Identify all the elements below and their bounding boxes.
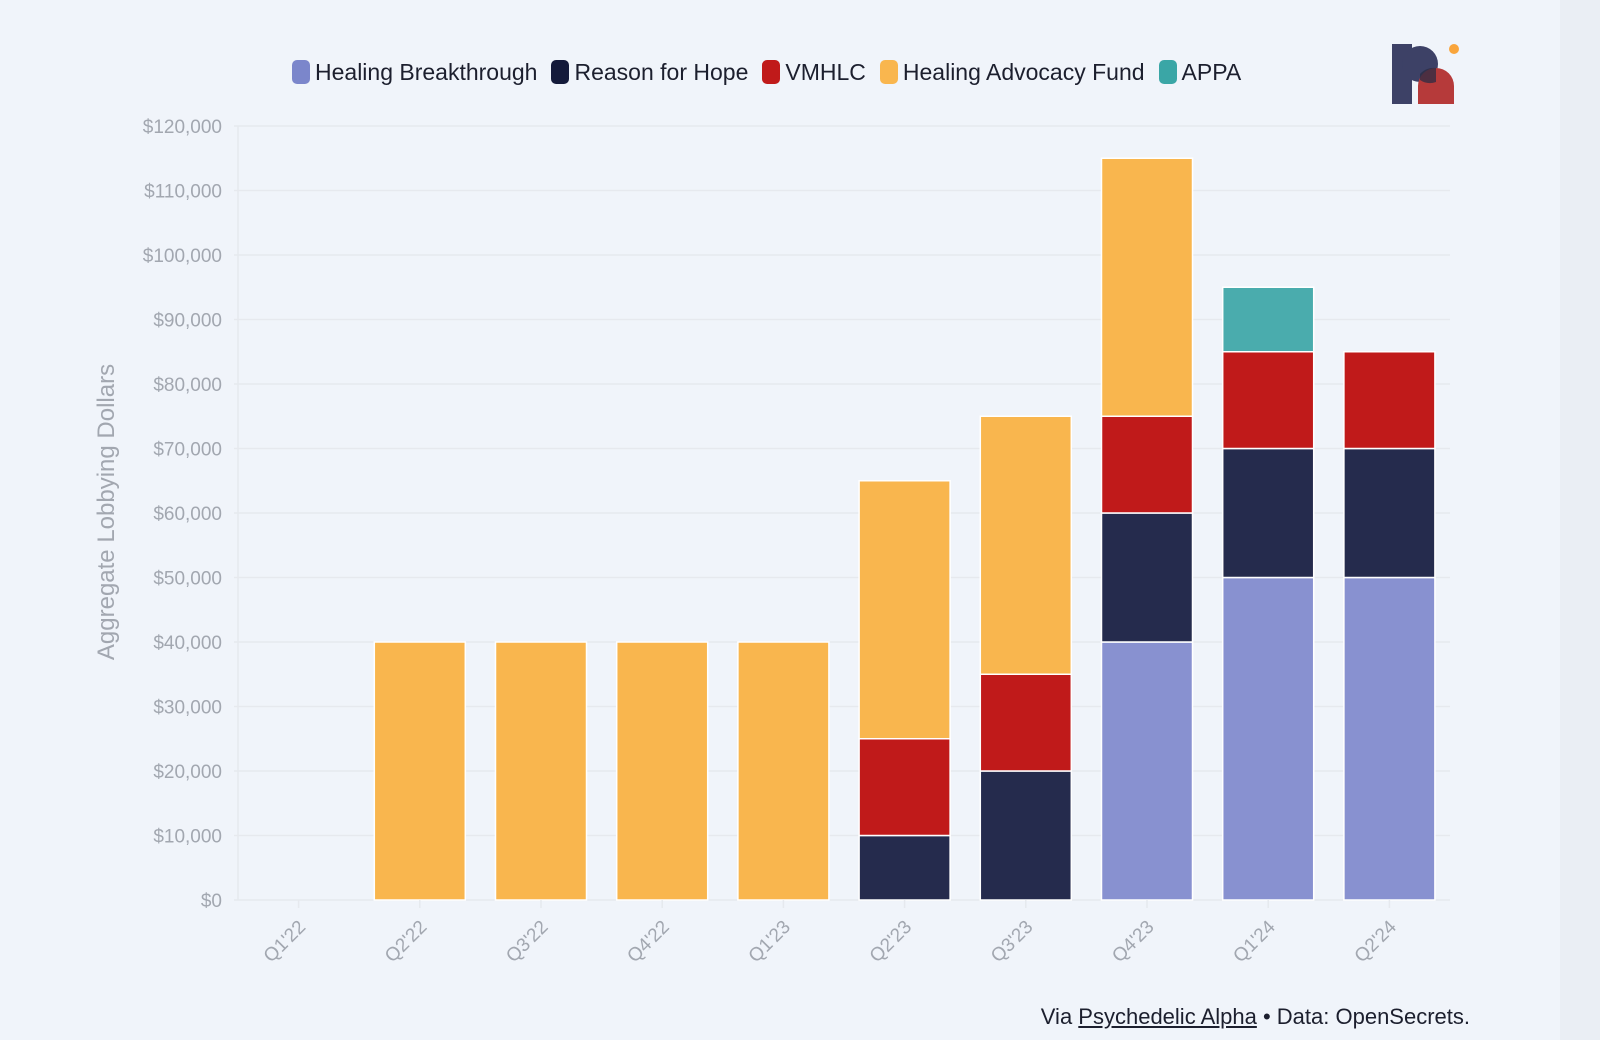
legend-item[interactable]: VMHLC — [762, 59, 866, 86]
bar-segment[interactable] — [1221, 286, 1315, 353]
bar-segment[interactable] — [494, 641, 588, 901]
legend-label: Healing Advocacy Fund — [902, 58, 1145, 85]
bar-segment[interactable] — [858, 834, 951, 901]
y-tick-label: $70,000 — [153, 440, 222, 461]
bar-segment[interactable] — [979, 415, 1073, 675]
bar-segment[interactable] — [1343, 576, 1436, 901]
bar-segment[interactable] — [373, 641, 467, 901]
bar-segment[interactable] — [1100, 415, 1194, 514]
y-tick-label: $90,000 — [153, 311, 222, 332]
legend-label: Reason for Hope — [574, 58, 749, 85]
bar-segment[interactable] — [615, 641, 709, 901]
y-tick-label: $60,000 — [153, 504, 222, 525]
y-axis-ticks: $0 $10,000 $20,000 $30,000 $40,000 $50,000 $60… — [143, 117, 222, 912]
legend-swatch — [762, 60, 781, 84]
footer-source: • Data: OpenSecrets. — [1256, 1004, 1470, 1029]
x-tick-label: Q2'24 — [1351, 916, 1402, 967]
bar-segment[interactable] — [1221, 576, 1315, 901]
bars — [373, 157, 1436, 901]
legend-label: Healing Breakthrough — [315, 58, 538, 85]
legend-item[interactable]: Reason for Hope — [551, 59, 748, 86]
bar-segment[interactable] — [737, 641, 830, 901]
bar-segment[interactable] — [1343, 351, 1436, 450]
bar-segment[interactable] — [1221, 447, 1315, 579]
bar-segment[interactable] — [1221, 351, 1315, 450]
bar-segment[interactable] — [1343, 447, 1436, 579]
bar-segment[interactable] — [858, 738, 951, 837]
x-axis-ticks: Q1'22 Q2'22 Q3'22 Q4'22 Q1'23 Q2'23 Q3'23 Q4'23… — [260, 900, 1401, 967]
right-margin-strip — [1560, 0, 1600, 1040]
y-tick-label: $0 — [201, 891, 222, 912]
legend-item[interactable]: APPA — [1158, 58, 1242, 86]
x-tick-label: Q1'23 — [745, 917, 795, 967]
y-tick-label: $30,000 — [153, 698, 222, 719]
source-footer: Via Psychedelic Alpha • Data: OpenSecret… — [1041, 1004, 1470, 1030]
footer-prefix: Via — [1040, 1004, 1079, 1029]
x-tick-label: Q4'22 — [623, 917, 673, 967]
bar-segment[interactable] — [979, 673, 1073, 772]
legend-label: APPA — [1181, 58, 1242, 85]
y-tick-label: $120,000 — [143, 117, 222, 138]
bar-segment[interactable] — [1100, 512, 1194, 643]
x-tick-label: Q2'23 — [866, 917, 916, 967]
legend-swatch — [551, 60, 570, 84]
x-tick-label: Q1'24 — [1229, 916, 1280, 967]
legend-swatch — [879, 60, 898, 84]
y-tick-label: $100,000 — [143, 246, 222, 267]
legend-item[interactable]: Healing Advocacy Fund — [879, 58, 1145, 86]
y-tick-label: $80,000 — [153, 375, 222, 396]
x-tick-label: Q4'23 — [1108, 917, 1158, 967]
legend-swatch — [292, 60, 310, 84]
x-tick-label: Q3'22 — [502, 917, 552, 967]
legend-label: VMHLC — [785, 58, 866, 85]
y-tick-label: $40,000 — [153, 633, 222, 654]
bar-segment[interactable] — [1100, 157, 1194, 417]
bar-segment[interactable] — [979, 770, 1073, 901]
y-tick-label: $50,000 — [153, 569, 222, 590]
stacked-bar-chart: $0 $10,000 $20,000 $30,000 $40,000 $50,000 $60… — [93, 117, 1450, 967]
chart-legend: Healing Breakthrough Reason for Hope VMHLC… — [292, 56, 1241, 88]
y-tick-label: $20,000 — [153, 762, 222, 783]
y-tick-label: $110,000 — [144, 182, 222, 203]
y-axis-title: Aggregate Lobbying Dollars — [93, 364, 120, 660]
psychedelic-alpha-logo — [1390, 44, 1462, 106]
logo-orange-dot — [1449, 44, 1459, 54]
bar-segment[interactable] — [1100, 641, 1194, 901]
x-tick-label: Q1'22 — [260, 917, 310, 967]
legend-swatch — [1158, 60, 1177, 84]
bar-segment[interactable] — [858, 480, 951, 740]
y-tick-label: $10,000 — [153, 827, 222, 848]
x-tick-label: Q3'23 — [987, 917, 1037, 967]
legend-item[interactable]: Healing Breakthrough — [292, 59, 537, 86]
x-tick-label: Q2'22 — [381, 917, 431, 967]
psychedelic-alpha-link[interactable]: Psychedelic Alpha — [1078, 1004, 1257, 1029]
logo-overlap — [1420, 67, 1436, 84]
